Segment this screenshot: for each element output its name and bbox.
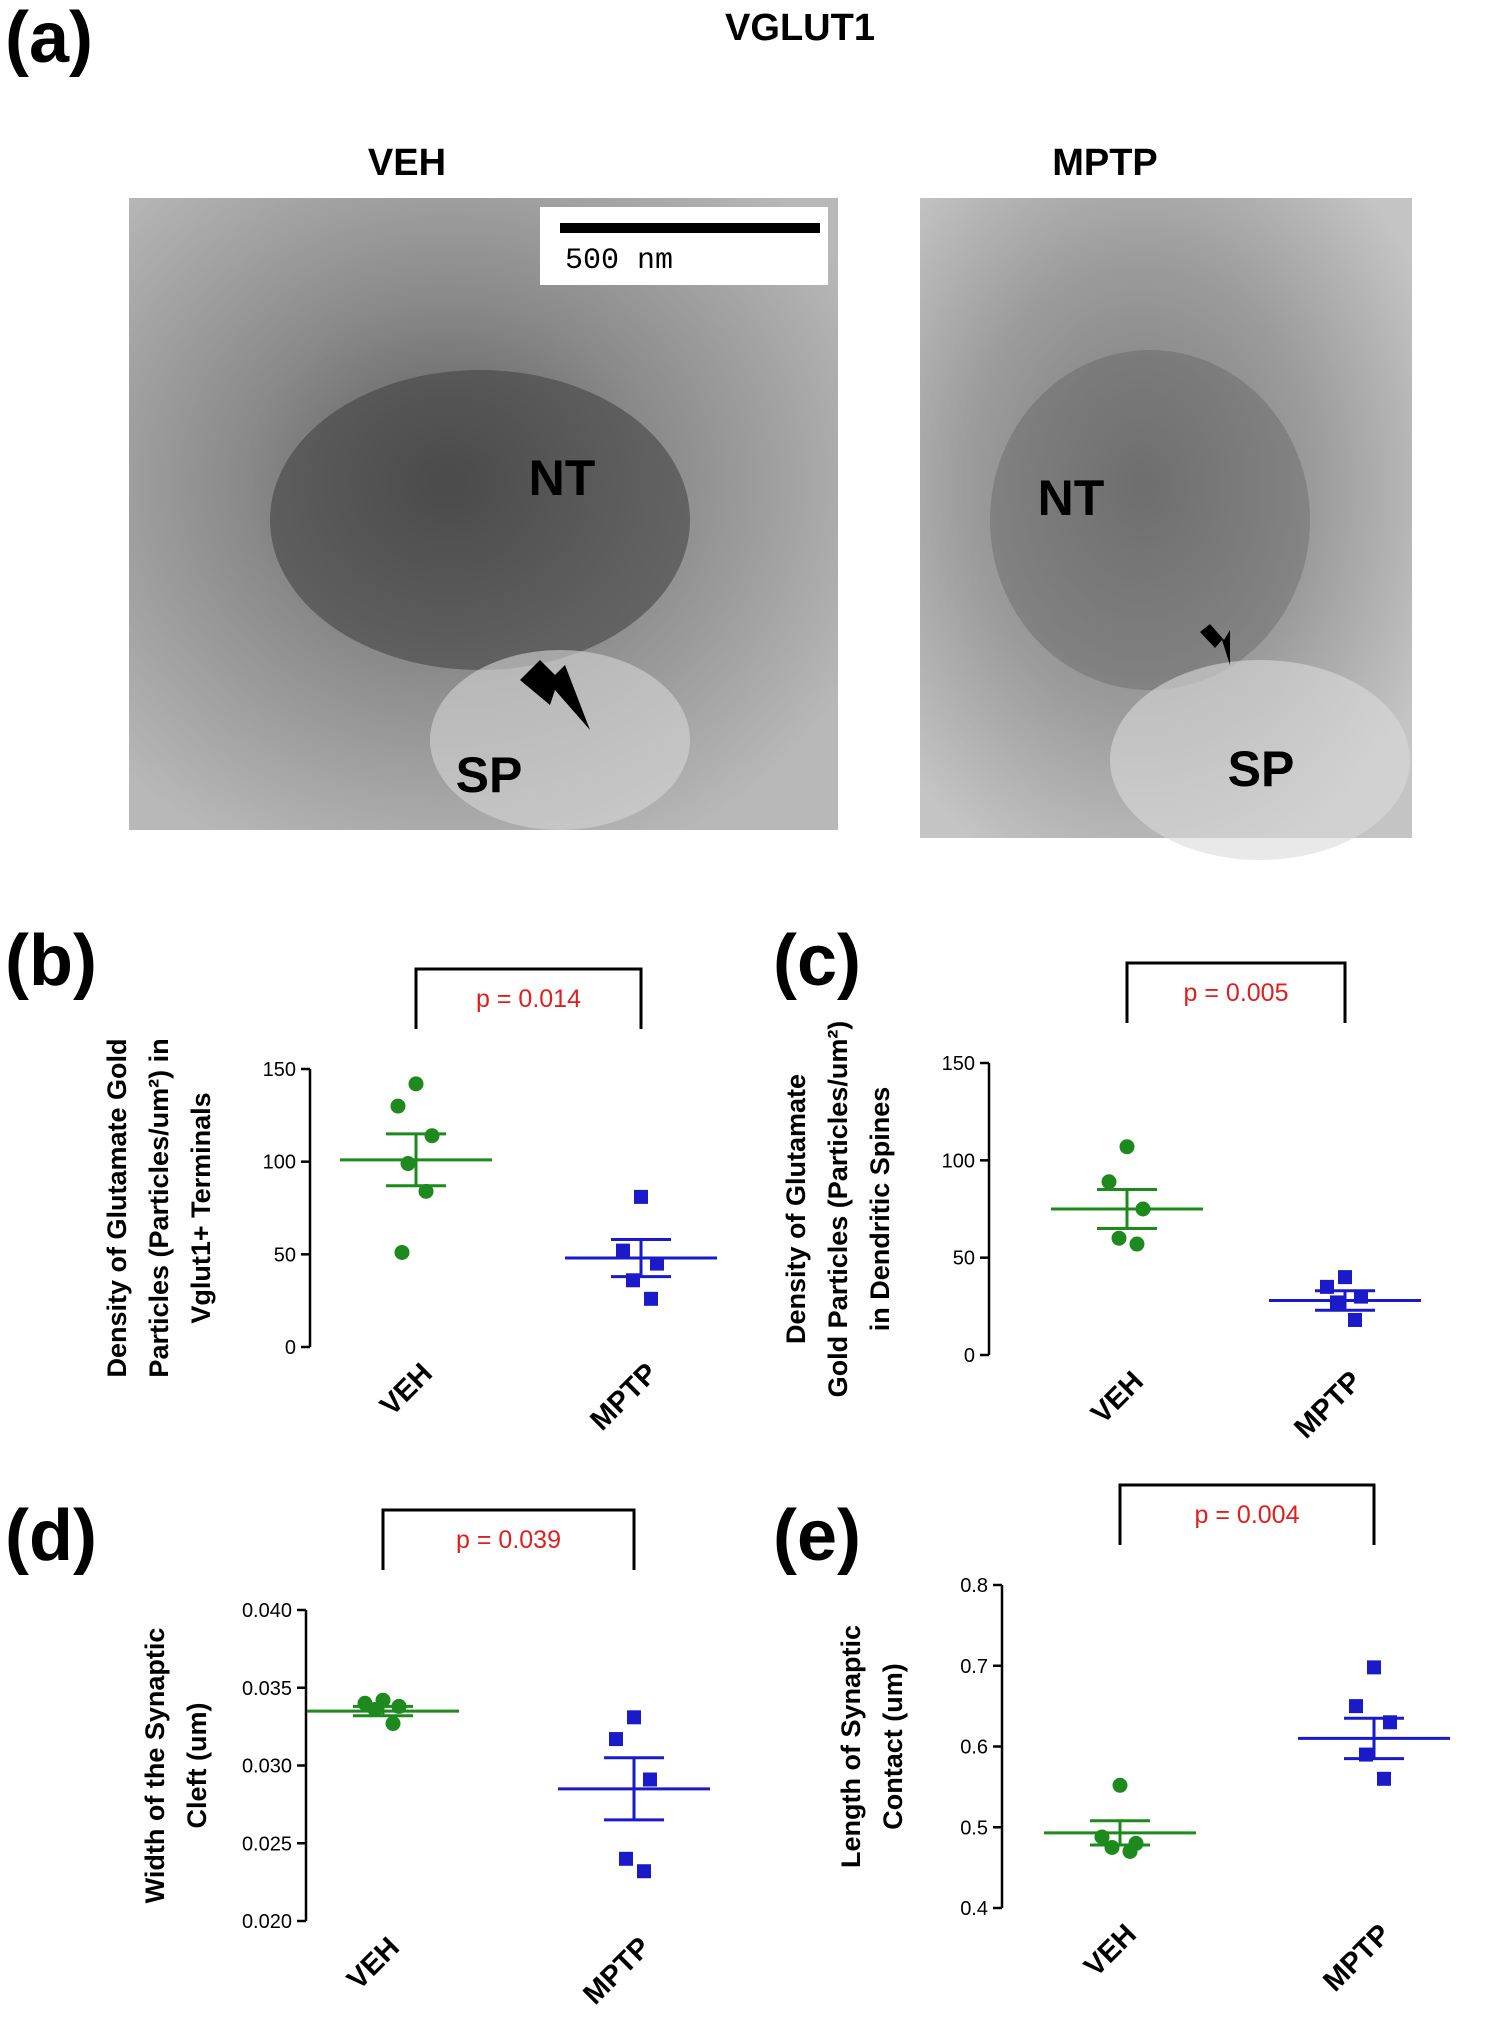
data-point bbox=[650, 1256, 664, 1271]
significance-bracket bbox=[1118, 1483, 1376, 1545]
data-point bbox=[1338, 1270, 1352, 1285]
y-tick-label: 0.020 bbox=[242, 1911, 292, 1933]
terminal-shade bbox=[990, 350, 1310, 690]
y-axis-label: Density of Glutamate bbox=[781, 1074, 811, 1344]
image-title: VEH bbox=[368, 142, 446, 184]
y-axis-label: in Dendritic Spines bbox=[865, 1087, 895, 1332]
panel-label: (b) bbox=[5, 921, 97, 1001]
data-point bbox=[609, 1732, 623, 1747]
data-point bbox=[637, 1864, 651, 1879]
x-tick-label: VEH bbox=[1085, 1365, 1150, 1430]
y-tick-label: 0.4 bbox=[960, 1898, 988, 1920]
data-point bbox=[644, 1291, 658, 1306]
panel-label: (d) bbox=[5, 1496, 97, 1576]
x-tick-label: MPTP bbox=[584, 1357, 664, 1437]
y-tick-label: 100 bbox=[942, 1150, 975, 1172]
region-label: SP bbox=[456, 747, 523, 803]
y-axis-label: Gold Particles (Particles/um²) bbox=[823, 1021, 853, 1398]
x-tick-label: MPTP bbox=[1317, 1918, 1397, 1998]
y-axis-label: Vglut1+ Terminals bbox=[186, 1092, 216, 1323]
terminal-shade bbox=[270, 370, 690, 670]
y-axis-label: Width of the Synaptic bbox=[140, 1628, 170, 1904]
data-point bbox=[1348, 1312, 1362, 1327]
data-point bbox=[1349, 1699, 1363, 1714]
arrow bbox=[520, 660, 590, 730]
y-tick-label: 50 bbox=[274, 1244, 296, 1266]
region-label: SP bbox=[1228, 741, 1295, 797]
data-point bbox=[424, 1128, 440, 1144]
y-tick-label: 0.6 bbox=[960, 1737, 988, 1759]
significance-bracket bbox=[381, 1508, 636, 1570]
region-label: NT bbox=[1038, 470, 1105, 526]
data-point bbox=[1330, 1295, 1344, 1310]
data-point bbox=[390, 1098, 406, 1114]
panel-label: (c) bbox=[773, 921, 861, 1001]
data-point bbox=[418, 1183, 434, 1199]
scale-bar-label: 500 nm bbox=[565, 244, 673, 278]
y-tick-label: 0.035 bbox=[242, 1678, 292, 1700]
y-tick-label: 0.7 bbox=[960, 1656, 988, 1678]
x-tick-label: VEH bbox=[341, 1931, 406, 1996]
data-point bbox=[1367, 1660, 1381, 1675]
y-axis-label: Particles (Particles/um²) in bbox=[144, 1038, 174, 1377]
y-tick-label: 150 bbox=[942, 1053, 975, 1075]
figure-title: VGLUT1 bbox=[725, 7, 875, 49]
data-point bbox=[619, 1851, 633, 1866]
data-point bbox=[643, 1772, 657, 1787]
p-value: p = 0.039 bbox=[456, 1526, 561, 1554]
y-tick-label: 0.5 bbox=[960, 1817, 988, 1839]
y-tick-label: 0 bbox=[285, 1337, 296, 1359]
spine-shade bbox=[1110, 660, 1410, 860]
data-point bbox=[394, 1244, 410, 1260]
y-axis-label: Density of Glutamate Gold bbox=[102, 1038, 132, 1377]
panel-label: (e) bbox=[773, 1496, 861, 1576]
data-point bbox=[1122, 1843, 1138, 1859]
panel-label: (a) bbox=[5, 0, 93, 78]
y-tick-label: 150 bbox=[263, 1059, 296, 1081]
data-point bbox=[634, 1189, 648, 1204]
data-point bbox=[627, 1710, 641, 1725]
x-tick-label: VEH bbox=[374, 1357, 439, 1422]
y-tick-label: 0.030 bbox=[242, 1756, 292, 1778]
data-point bbox=[1104, 1839, 1120, 1855]
data-point bbox=[385, 1716, 401, 1732]
data-point bbox=[616, 1243, 630, 1258]
data-point bbox=[1129, 1236, 1145, 1252]
y-tick-label: 100 bbox=[263, 1152, 296, 1174]
p-value: p = 0.004 bbox=[1195, 1501, 1300, 1529]
arrow bbox=[1200, 624, 1230, 665]
y-tick-label: 0.8 bbox=[960, 1575, 988, 1597]
data-point bbox=[400, 1156, 416, 1172]
x-tick-label: MPTP bbox=[577, 1931, 657, 2011]
image-title: MPTP bbox=[1052, 142, 1158, 184]
region-label: NT bbox=[529, 450, 596, 506]
significance-bracket bbox=[1125, 961, 1347, 1023]
data-point bbox=[408, 1076, 424, 1092]
p-value: p = 0.014 bbox=[476, 985, 581, 1013]
spine-shade bbox=[430, 650, 690, 830]
x-tick-label: VEH bbox=[1078, 1918, 1143, 1983]
y-tick-label: 0.040 bbox=[242, 1600, 292, 1622]
y-tick-label: 0.025 bbox=[242, 1833, 292, 1855]
scale-bar-box bbox=[540, 207, 828, 285]
significance-bracket bbox=[414, 967, 643, 1029]
x-tick-label: MPTP bbox=[1288, 1365, 1368, 1445]
y-tick-label: 50 bbox=[953, 1248, 975, 1270]
data-point bbox=[1111, 1230, 1127, 1246]
data-point bbox=[1112, 1777, 1128, 1793]
y-tick-label: 0 bbox=[964, 1345, 975, 1367]
data-point bbox=[1101, 1174, 1117, 1190]
y-axis-label: Cleft (um) bbox=[182, 1703, 212, 1829]
y-axis-label: Contact (um) bbox=[878, 1663, 908, 1829]
data-point bbox=[1377, 1771, 1391, 1786]
y-axis-label: Length of Synaptic bbox=[836, 1625, 866, 1868]
data-point bbox=[1119, 1139, 1135, 1155]
p-value: p = 0.005 bbox=[1184, 979, 1289, 1007]
